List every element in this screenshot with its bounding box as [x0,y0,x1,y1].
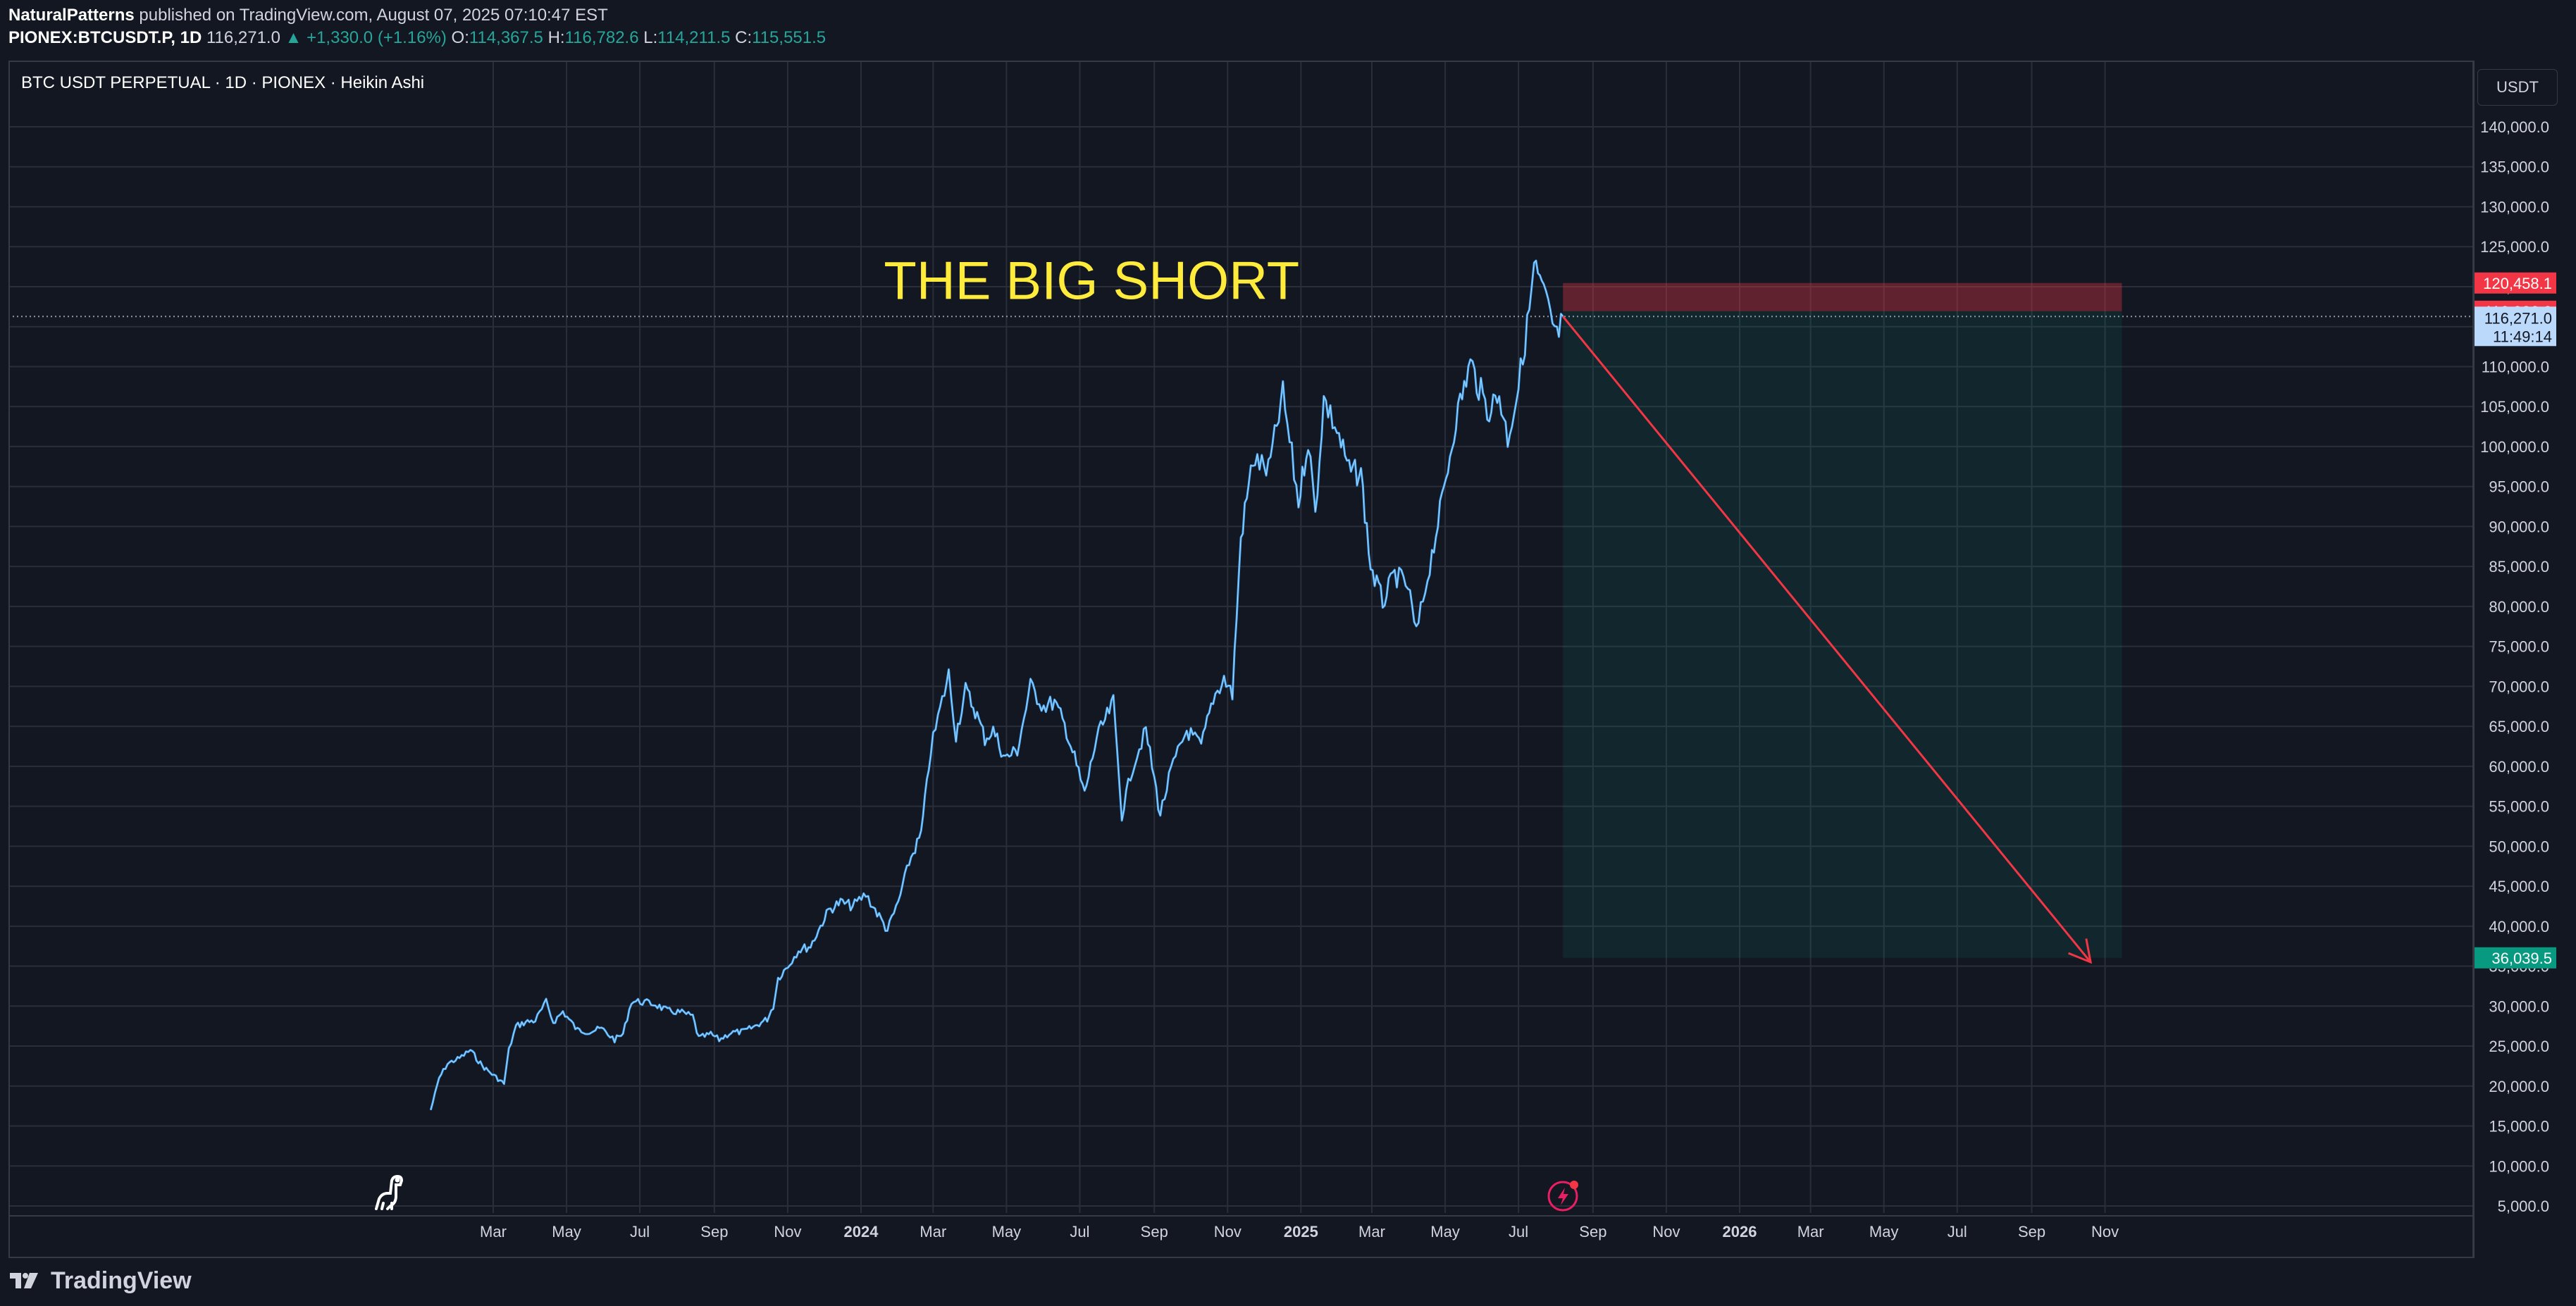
stop-loss-zone [1563,282,2122,311]
y-tick-label: 70,000.0 [2489,678,2549,695]
open-label: O: [451,28,469,47]
last-price: 116,271.0 [206,28,280,47]
x-tick-label: May [992,1223,1022,1240]
y-tick-label: 95,000.0 [2489,478,2549,496]
high-value: 116,782.6 [564,28,639,47]
take-profit-zone [1563,311,2122,958]
x-tick-label: 2026 [1723,1223,1757,1240]
y-tick-label: 5,000.0 [2498,1198,2549,1215]
author-name[interactable]: NaturalPatterns [8,6,135,25]
x-tick-label: 2024 [844,1223,879,1240]
close-value: 115,551.5 [752,28,826,47]
y-tick-label: 110,000.0 [2482,358,2549,375]
y-tick-label: 65,000.0 [2489,718,2549,735]
y-tick-label: 75,000.0 [2489,638,2549,656]
x-tick-label: Nov [2091,1223,2119,1240]
text-annotations: THE BIG SHORT [884,251,1299,311]
y-tick-label: 60,000.0 [2489,758,2549,776]
x-tick-label: Mar [1358,1223,1385,1240]
y-tick-label: 55,000.0 [2489,798,2549,816]
grid [8,62,2473,1213]
y-tick-label: 30,000.0 [2489,997,2549,1015]
low-value: 114,211.5 [657,28,731,47]
x-tick-label: May [1430,1223,1460,1240]
x-tick-label: Mar [919,1223,946,1240]
x-tick-label: Jul [1070,1223,1089,1240]
tradingview-logo-icon [10,1273,38,1288]
high-label: H: [547,28,565,47]
annotation-text: THE BIG SHORT [884,251,1299,311]
price-series [429,259,1564,1111]
x-tick-label: Sep [2018,1223,2045,1240]
position-zones[interactable] [8,282,2473,958]
x-tick-label: Mar [1797,1223,1824,1240]
y-tick-label: 45,000.0 [2489,878,2549,895]
target-price-label-bg [2475,947,2556,969]
tradingview-logo[interactable]: TradingView [8,1265,192,1296]
tradingview-logo-text: TradingView [51,1267,192,1294]
ohlc-legend: PIONEX:BTCUSDT.P, 1D 116,271.0 ▲ +1,330.… [8,28,826,48]
countdown-label: 11:49:14 [2493,328,2552,345]
x-tick-label: Mar [480,1223,507,1240]
y-tick-label: 10,000.0 [2489,1157,2549,1175]
low-label: L: [643,28,658,47]
y-tick-label: 100,000.0 [2480,438,2549,456]
y-tick-label: 85,000.0 [2489,558,2549,576]
x-tick-label: 2025 [1284,1223,1318,1240]
price-labels: 120,458.1116,926.0116,271.011:49:1436,03… [2475,272,2556,969]
chart-icons [375,1174,1578,1212]
close-label: C: [735,28,753,47]
chart-title[interactable]: BTC USDT PERPETUAL · 1D · PIONEX · Heiki… [21,73,425,92]
y-tick-label: 20,000.0 [2489,1078,2549,1095]
x-tick-label: Nov [774,1223,801,1240]
currency-selector[interactable]: USDT [2477,69,2558,106]
x-tick-label: Sep [1141,1223,1168,1240]
publish-info: NaturalPatterns published on TradingView… [8,6,608,25]
x-tick-label: Nov [1214,1223,1241,1240]
chart-header: NaturalPatterns published on TradingView… [0,0,2576,61]
y-tick-label: 135,000.0 [2480,158,2549,176]
x-tick-label: Jul [1509,1223,1528,1240]
y-tick-label: 90,000.0 [2489,518,2549,535]
y-tick-label: 25,000.0 [2489,1038,2549,1055]
price-change: +1,330.0 (+1.16%) [306,28,447,47]
y-tick-label: 15,000.0 [2489,1118,2549,1136]
lightning-icon[interactable] [1547,1181,1578,1212]
x-tick-label: Sep [1579,1223,1606,1240]
x-tick-label: May [1869,1223,1899,1240]
publish-date: published on TradingView.com, August 07,… [139,6,608,25]
chart-frame [8,61,2475,1258]
stop-price-label-bg [2475,272,2556,294]
open-value: 114,367.5 [469,28,543,47]
change-arrow-icon: ▲ [285,28,302,47]
x-tick-label: Jul [630,1223,650,1240]
arrow-head-icon [2068,938,2093,964]
y-tick-label: 130,000.0 [2480,198,2549,216]
x-tick-label: May [552,1223,581,1240]
chart-canvas[interactable]: THE BIG SHORT 5,000.0 10,000.0 15,000.0 20,… [0,0,2576,1258]
arrow-line [1562,316,2092,963]
footer [0,1258,2576,1306]
price-wicks [430,260,1563,1110]
projection-arrow[interactable] [1562,316,2093,964]
y-tick-label: 50,000.0 [2489,838,2549,855]
last-price-label-bg [2475,306,2556,347]
symbol-label[interactable]: PIONEX:BTCUSDT.P, 1D [8,28,202,47]
dinosaur-icon [375,1174,404,1210]
x-tick-label: Jul [1948,1223,1967,1240]
x-tick-label: Sep [700,1223,728,1240]
y-tick-label: 105,000.0 [2480,398,2549,416]
target-price-label: 36,039.5 [2491,950,2552,967]
y-tick-label: 80,000.0 [2489,598,2549,616]
x-tick-label: Nov [1652,1223,1680,1240]
stop-price-label: 120,458.1 [2483,275,2552,292]
y-tick-label: 125,000.0 [2480,238,2549,256]
y-tick-label: 40,000.0 [2489,918,2549,935]
last-price-label: 116,271.0 [2484,309,2552,327]
y-tick-label: 140,000.0 [2480,118,2549,136]
